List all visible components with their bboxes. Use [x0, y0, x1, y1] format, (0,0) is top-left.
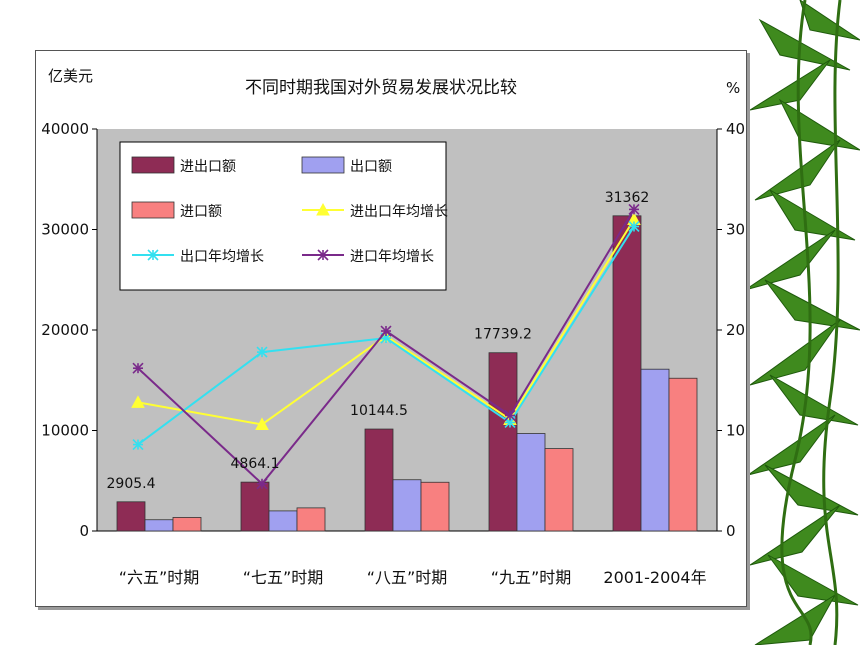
- y2-tick-label: 40: [726, 120, 745, 138]
- line-point-0-1: [255, 417, 269, 430]
- legend-swatch: [131, 201, 175, 219]
- bar-1-0: [144, 519, 174, 532]
- line-point-1-4: [628, 220, 640, 233]
- legend-label: 进出口额: [180, 159, 236, 175]
- x-tick-label: “八五”时期: [367, 568, 448, 587]
- x-tick-label: “六五”时期: [119, 568, 200, 587]
- bar-0-3: [488, 352, 518, 532]
- line-point-2-3: [504, 409, 516, 421]
- line-point-2-1: [256, 478, 268, 490]
- legend-label: 出口额: [350, 159, 392, 175]
- data-label: 17739.2: [474, 327, 532, 343]
- line-point-2-2: [380, 325, 392, 337]
- y2-tick-label: 20: [726, 321, 745, 339]
- bar-1-1: [268, 510, 298, 532]
- y-tick-label: 20000: [41, 321, 89, 339]
- y2-tick-label: 0: [726, 522, 736, 540]
- bar-1-4: [640, 368, 670, 532]
- data-label: 10144.5: [350, 403, 408, 419]
- bar-1-3: [516, 433, 546, 532]
- y2-tick-label: 10: [726, 422, 745, 440]
- x-tick-label: “九五”时期: [491, 568, 572, 587]
- legend-label: 进口年均增长: [350, 249, 434, 265]
- bar-2-2: [420, 481, 450, 532]
- legend-label: 进口额: [180, 204, 222, 220]
- bar-0-2: [364, 428, 394, 532]
- line-point-2-4: [628, 203, 640, 215]
- bar-0-4: [612, 215, 642, 532]
- bar-0-0: [116, 501, 146, 532]
- bamboo-decoration: [740, 0, 860, 645]
- line-point-1-0: [132, 439, 144, 451]
- legend-label: 进出口年均增长: [350, 204, 448, 220]
- line-point-2-0: [132, 362, 144, 374]
- y2-axis-unit: %: [726, 79, 740, 97]
- chart: 亿美元 % 不同时期我国对外贸易发展状况比较 0 10000 20000 30000 4…: [41, 67, 745, 587]
- line-point-0-0: [131, 395, 145, 408]
- bar-1-2: [392, 479, 422, 532]
- data-label: 4864.1: [231, 456, 280, 472]
- legend-swatch: [131, 156, 175, 174]
- bar-2-4: [668, 377, 698, 532]
- chart-frame: 亿美元 % 不同时期我国对外贸易发展状况比较 0 10000 20000 30000 4…: [35, 50, 747, 607]
- data-label: 31362: [605, 190, 650, 206]
- bar-2-1: [296, 507, 326, 532]
- bar-2-0: [172, 517, 202, 532]
- bar-2-3: [544, 448, 574, 532]
- legend-marker: [317, 249, 329, 261]
- chart-title: 不同时期我国对外贸易发展状况比较: [245, 78, 517, 98]
- x-tick-label: “七五”时期: [243, 568, 324, 587]
- line-point-1-1: [256, 346, 268, 358]
- legend-marker: [147, 249, 159, 261]
- data-label: 2905.4: [107, 476, 156, 492]
- legend-label: 出口年均增长: [180, 249, 264, 265]
- legend-swatch: [301, 156, 345, 174]
- x-tick-label: 2001-2004年: [603, 568, 706, 587]
- y-tick-label: 30000: [41, 221, 89, 239]
- y-tick-label: 0: [79, 522, 89, 540]
- y-tick-label: 40000: [41, 120, 89, 138]
- y-tick-label: 10000: [41, 422, 89, 440]
- legend-marker: [316, 202, 330, 216]
- y-axis-unit: 亿美元: [48, 67, 93, 85]
- y2-tick-label: 30: [726, 221, 745, 239]
- bar-0-1: [240, 481, 270, 532]
